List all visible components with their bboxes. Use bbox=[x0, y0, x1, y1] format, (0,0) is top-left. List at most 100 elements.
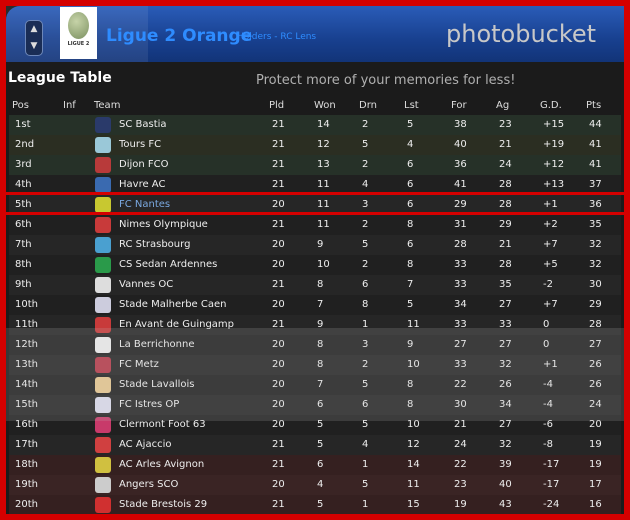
cell-lst: 12 bbox=[407, 439, 420, 450]
col-lst[interactable]: Lst bbox=[404, 100, 419, 111]
table-row[interactable]: 18th 21 6 1 14 22 39 -17 19 AC Arles Avignon bbox=[9, 455, 621, 475]
col-for[interactable]: For bbox=[451, 100, 467, 111]
team-name-link[interactable]: CS Sedan Ardennes bbox=[119, 259, 218, 270]
table-row[interactable]: 17th 21 5 4 12 24 32 -8 19 AC Ajaccio bbox=[9, 435, 621, 455]
col-pos[interactable]: Pos bbox=[12, 100, 30, 111]
table-row[interactable]: 2nd 21 12 5 4 40 21 +19 41 Tours FC bbox=[9, 135, 621, 155]
cell-lst: 6 bbox=[407, 239, 414, 250]
cell-won: 10 bbox=[317, 259, 330, 270]
table-row[interactable]: 11th 21 9 1 11 33 33 0 28 En Avant de Guingamp bbox=[9, 315, 621, 335]
col-gd[interactable]: G.D. bbox=[540, 100, 562, 111]
cell-drn: 6 bbox=[362, 279, 369, 290]
table-row[interactable]: 13th 20 8 2 10 33 32 +1 26 FC Metz bbox=[9, 355, 621, 375]
arrow-up-icon[interactable]: ▲ bbox=[30, 24, 38, 34]
cell-drn: 5 bbox=[362, 419, 369, 430]
cell-gd: +2 bbox=[543, 219, 558, 230]
table-row[interactable]: 10th 20 7 8 5 34 27 +7 29 Stade Malherbe Caen bbox=[9, 295, 621, 315]
cell-gd: +5 bbox=[543, 259, 558, 270]
team-name-link[interactable]: AC Arles Avignon bbox=[119, 459, 205, 470]
col-inf[interactable]: Inf bbox=[63, 100, 76, 111]
cell-pld: 21 bbox=[272, 139, 285, 150]
cell-ag: 39 bbox=[499, 459, 512, 470]
team-name-link[interactable]: Havre AC bbox=[119, 179, 166, 190]
cell-pts: 28 bbox=[589, 319, 602, 330]
team-name-link[interactable]: Stade Malherbe Caen bbox=[119, 299, 227, 310]
team-name-link[interactable]: Vannes OC bbox=[119, 279, 174, 290]
col-won[interactable]: Won bbox=[314, 100, 336, 111]
cell-ag: 24 bbox=[499, 159, 512, 170]
cell-lst: 11 bbox=[407, 319, 420, 330]
cell-pos: 18th bbox=[15, 459, 38, 470]
team-name-link[interactable]: Nimes Olympique bbox=[119, 219, 208, 230]
team-name-link[interactable]: FC Istres OP bbox=[119, 399, 180, 410]
cell-for: 33 bbox=[454, 359, 467, 370]
table-row[interactable]: 9th 21 8 6 7 33 35 -2 30 Vannes OC bbox=[9, 275, 621, 295]
club-badge-icon bbox=[95, 377, 111, 393]
cell-pos: 10th bbox=[15, 299, 38, 310]
cell-pld: 21 bbox=[272, 459, 285, 470]
table-row[interactable]: 3rd 21 13 2 6 36 24 +12 41 Dijon FCO bbox=[9, 155, 621, 175]
cell-pld: 20 bbox=[272, 199, 285, 210]
col-team[interactable]: Team bbox=[94, 100, 121, 111]
cell-pos: 9th bbox=[15, 279, 32, 290]
cell-drn: 3 bbox=[362, 339, 369, 350]
cell-won: 9 bbox=[317, 319, 324, 330]
team-name-link[interactable]: Dijon FCO bbox=[119, 159, 169, 170]
team-name-link[interactable]: FC Nantes bbox=[119, 199, 171, 210]
table-row[interactable]: 16th 20 5 5 10 21 27 -6 20 Clermont Foot 63 bbox=[9, 415, 621, 435]
team-name-link[interactable]: En Avant de Guingamp bbox=[119, 319, 235, 330]
table-row[interactable]: 20th 21 5 1 15 19 43 -24 16 Stade Brestois 29 bbox=[9, 495, 621, 514]
table-row[interactable]: 19th 20 4 5 11 23 40 -17 17 Angers SCO bbox=[9, 475, 621, 495]
table-row[interactable]: 7th 20 9 5 6 28 21 +7 32 RC Strasbourg bbox=[9, 235, 621, 255]
team-name-link[interactable]: SC Bastia bbox=[119, 119, 167, 130]
team-name-link[interactable]: AC Ajaccio bbox=[119, 439, 172, 450]
cell-lst: 14 bbox=[407, 459, 420, 470]
section-title: League Table bbox=[8, 70, 112, 86]
table-row[interactable]: 12th 20 8 3 9 27 27 0 27 La Berrichonne bbox=[9, 335, 621, 355]
club-badge-icon bbox=[95, 257, 111, 273]
table-row[interactable]: 1st 21 14 2 5 38 23 +15 44 SC Bastia bbox=[9, 115, 621, 135]
cell-pts: 24 bbox=[589, 399, 602, 410]
competition-title[interactable]: Ligue 2 Orange bbox=[106, 26, 253, 46]
table-row[interactable]: 14th 20 7 5 8 22 26 -4 26 Stade Lavallois bbox=[9, 375, 621, 395]
team-name-link[interactable]: FC Metz bbox=[119, 359, 159, 370]
club-badge-icon bbox=[95, 357, 111, 373]
team-name-link[interactable]: Tours FC bbox=[119, 139, 162, 150]
table-row[interactable]: 5th 20 11 3 6 29 28 +1 36 FC Nantes bbox=[9, 195, 621, 215]
table-row[interactable]: 6th 21 11 2 8 31 29 +2 35 Nimes Olympique bbox=[9, 215, 621, 235]
cell-ag: 28 bbox=[499, 179, 512, 190]
table-row[interactable]: 8th 20 10 2 8 33 28 +5 32 CS Sedan Ardennes bbox=[9, 255, 621, 275]
team-name-link[interactable]: RC Strasbourg bbox=[119, 239, 191, 250]
cell-pts: 27 bbox=[589, 339, 602, 350]
table-row[interactable]: 4th 21 11 4 6 41 28 +13 37 Havre AC bbox=[9, 175, 621, 195]
arrow-down-icon[interactable]: ▼ bbox=[30, 41, 38, 51]
cell-won: 4 bbox=[317, 479, 324, 490]
cell-won: 7 bbox=[317, 379, 324, 390]
team-name-link[interactable]: Clermont Foot 63 bbox=[119, 419, 206, 430]
cell-pld: 21 bbox=[272, 439, 285, 450]
col-drn[interactable]: Drn bbox=[359, 100, 377, 111]
team-name-link[interactable]: La Berrichonne bbox=[119, 339, 195, 350]
team-name-link[interactable]: Angers SCO bbox=[119, 479, 179, 490]
watermark-slogan: Protect more of your memories for less! bbox=[256, 73, 516, 88]
cell-pld: 21 bbox=[272, 179, 285, 190]
table-row[interactable]: 15th 20 6 6 8 30 34 -4 24 FC Istres OP bbox=[9, 395, 621, 415]
col-ag[interactable]: Ag bbox=[496, 100, 510, 111]
col-pld[interactable]: Pld bbox=[269, 100, 285, 111]
club-badge-icon bbox=[95, 117, 111, 133]
cell-won: 11 bbox=[317, 199, 330, 210]
cell-drn: 1 bbox=[362, 499, 369, 510]
cell-gd: +19 bbox=[543, 139, 565, 150]
logo-ball-icon bbox=[68, 12, 89, 39]
cell-pld: 21 bbox=[272, 279, 285, 290]
cell-for: 38 bbox=[454, 119, 467, 130]
cell-pts: 41 bbox=[589, 139, 602, 150]
cell-drn: 2 bbox=[362, 159, 369, 170]
cell-pts: 26 bbox=[589, 379, 602, 390]
cell-pos: 17th bbox=[15, 439, 38, 450]
col-pts[interactable]: Pts bbox=[586, 100, 602, 111]
holders-link[interactable]: Holders - RC Lens bbox=[237, 32, 317, 42]
team-name-link[interactable]: Stade Lavallois bbox=[119, 379, 195, 390]
team-name-link[interactable]: Stade Brestois 29 bbox=[119, 499, 208, 510]
cell-gd: +15 bbox=[543, 119, 565, 130]
